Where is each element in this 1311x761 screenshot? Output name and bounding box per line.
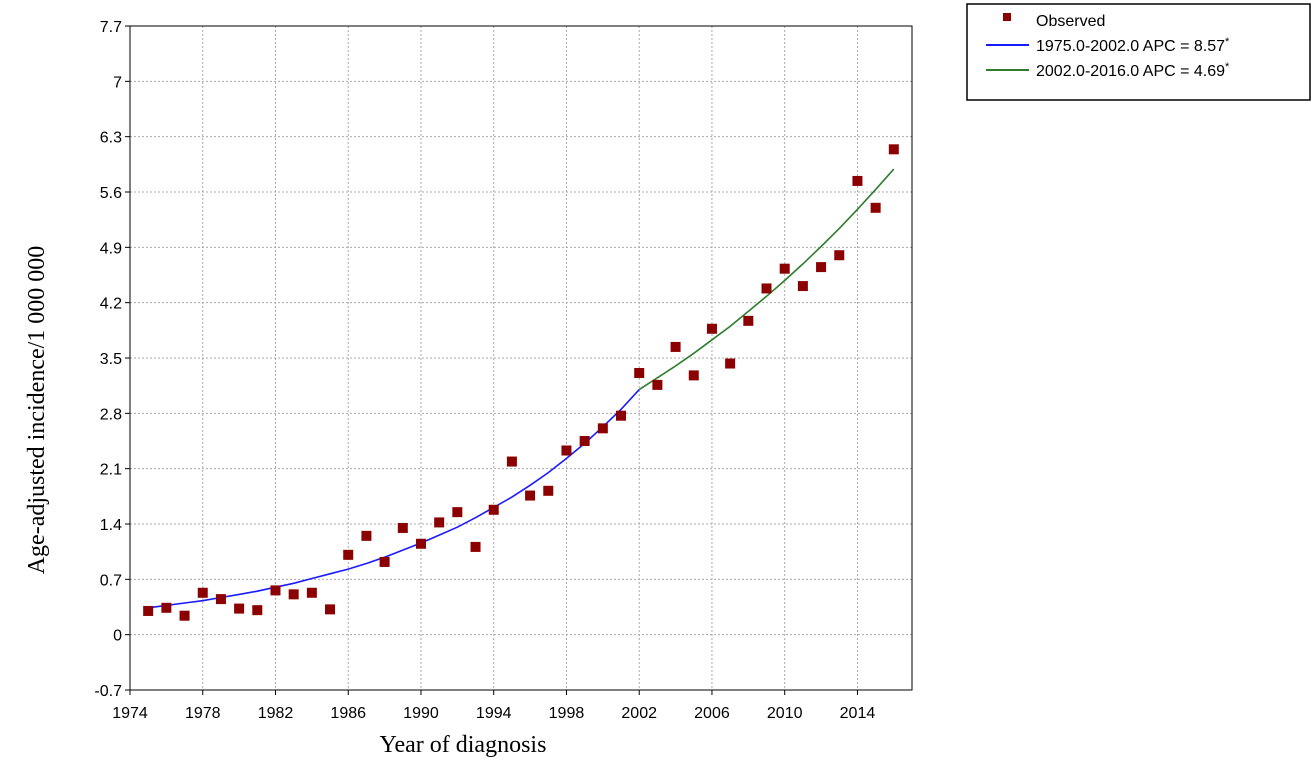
observed-point [343, 549, 354, 560]
legend-label-text: 2002.0-2016.0 APC = 4.69 [1036, 63, 1225, 80]
observed-point [325, 604, 336, 615]
observed-point [215, 594, 226, 605]
trend-line-1 [148, 389, 640, 609]
legend-label-0: Observed [1036, 13, 1105, 30]
x-tick-label: 1986 [330, 705, 366, 722]
x-tick-label: 1982 [258, 705, 294, 722]
legend-label-2: 2002.0-2016.0 APC = 4.69* [1036, 61, 1230, 80]
observed-point [688, 370, 699, 381]
legend-significance-star: * [1225, 61, 1230, 73]
x-tick-label: 1994 [476, 705, 512, 722]
observed-point [306, 587, 317, 598]
y-tick-label: 1.4 [100, 517, 122, 534]
observed-point [634, 368, 645, 379]
observed-point [379, 556, 390, 567]
observed-point [743, 315, 754, 326]
observed-point [452, 507, 463, 518]
y-tick-label: 7 [113, 74, 122, 91]
observed-point [816, 262, 827, 273]
grid [129, 25, 912, 691]
legend-box [966, 3, 1311, 101]
y-tick-label: 6.3 [100, 130, 122, 147]
legend-significance-star: * [1225, 36, 1230, 48]
observed-point [197, 587, 208, 598]
legend-label-text: Observed [1036, 13, 1105, 30]
observed-point [143, 605, 154, 616]
x-tick-label: 2006 [694, 705, 730, 722]
observed-point [888, 144, 899, 155]
y-tick-label: 0 [113, 628, 122, 645]
observed-point [397, 522, 408, 533]
y-tick-label: 3.5 [100, 351, 122, 368]
observed-point [488, 504, 499, 515]
legend-label-1: 1975.0-2002.0 APC = 8.57* [1036, 36, 1230, 55]
y-tick-label: 0.7 [100, 572, 122, 589]
observed-point [852, 175, 863, 186]
x-tick-label: 1974 [112, 705, 148, 722]
plot-area-frame [129, 25, 913, 691]
x-tick-label: 1998 [549, 705, 585, 722]
observed-point [561, 445, 572, 456]
observed-point [597, 423, 608, 434]
y-tick-label: 4.2 [100, 296, 122, 313]
y-tick-label: 7.7 [100, 19, 122, 36]
y-tick-label: 2.8 [100, 406, 122, 423]
trend-lines [148, 168, 895, 609]
x-tick-label: 2002 [621, 705, 657, 722]
observed-point [179, 610, 190, 621]
observed-point [470, 541, 481, 552]
observed-point [525, 490, 536, 501]
observed-point [779, 263, 790, 274]
x-axis-title: Year of diagnosis [380, 732, 547, 758]
observed-point [543, 485, 554, 496]
observed-point [761, 283, 772, 294]
y-tick-label: 5.6 [100, 185, 122, 202]
observed-point [725, 358, 736, 369]
y-axis-ticks: 7.7 7 6.3 5.6 4.9 4.2 3.5 2.8 2.1 1.4 0.7 0 -0.7 [94, 19, 130, 700]
observed-point [288, 589, 299, 600]
legend-marker-observed [1003, 13, 1011, 21]
observed-point [270, 585, 281, 596]
observed-point [670, 341, 681, 352]
observed-point [834, 250, 845, 261]
observed-points [143, 144, 899, 621]
observed-point [579, 436, 590, 446]
x-tick-label: 2010 [767, 705, 803, 722]
y-axis-title: Age-adjusted incidence/1 000 000 [24, 246, 50, 575]
observed-point [797, 281, 808, 292]
observed-point [506, 456, 517, 467]
observed-point [161, 602, 172, 613]
y-tick-label: -0.7 [94, 683, 122, 700]
y-tick-label: 2.1 [100, 462, 122, 479]
x-tick-label: 1990 [403, 705, 439, 722]
x-tick-label: 1978 [185, 705, 221, 722]
observed-point [415, 538, 426, 549]
observed-point [252, 605, 263, 616]
trend-line-2 [638, 168, 895, 391]
legend-label-text: 1975.0-2002.0 APC = 8.57 [1036, 38, 1225, 55]
x-tick-label: 2014 [840, 705, 876, 722]
observed-point [652, 379, 663, 390]
observed-point [616, 410, 627, 421]
observed-point [234, 603, 245, 614]
x-axis-ticks: 1974 1978 1982 1986 1990 1994 1998 2002 2006 2010… [112, 690, 875, 722]
observed-point [870, 202, 881, 213]
y-tick-label: 4.9 [100, 240, 122, 257]
observed-point [361, 530, 372, 541]
observed-point [706, 323, 717, 334]
observed-point [434, 517, 445, 528]
